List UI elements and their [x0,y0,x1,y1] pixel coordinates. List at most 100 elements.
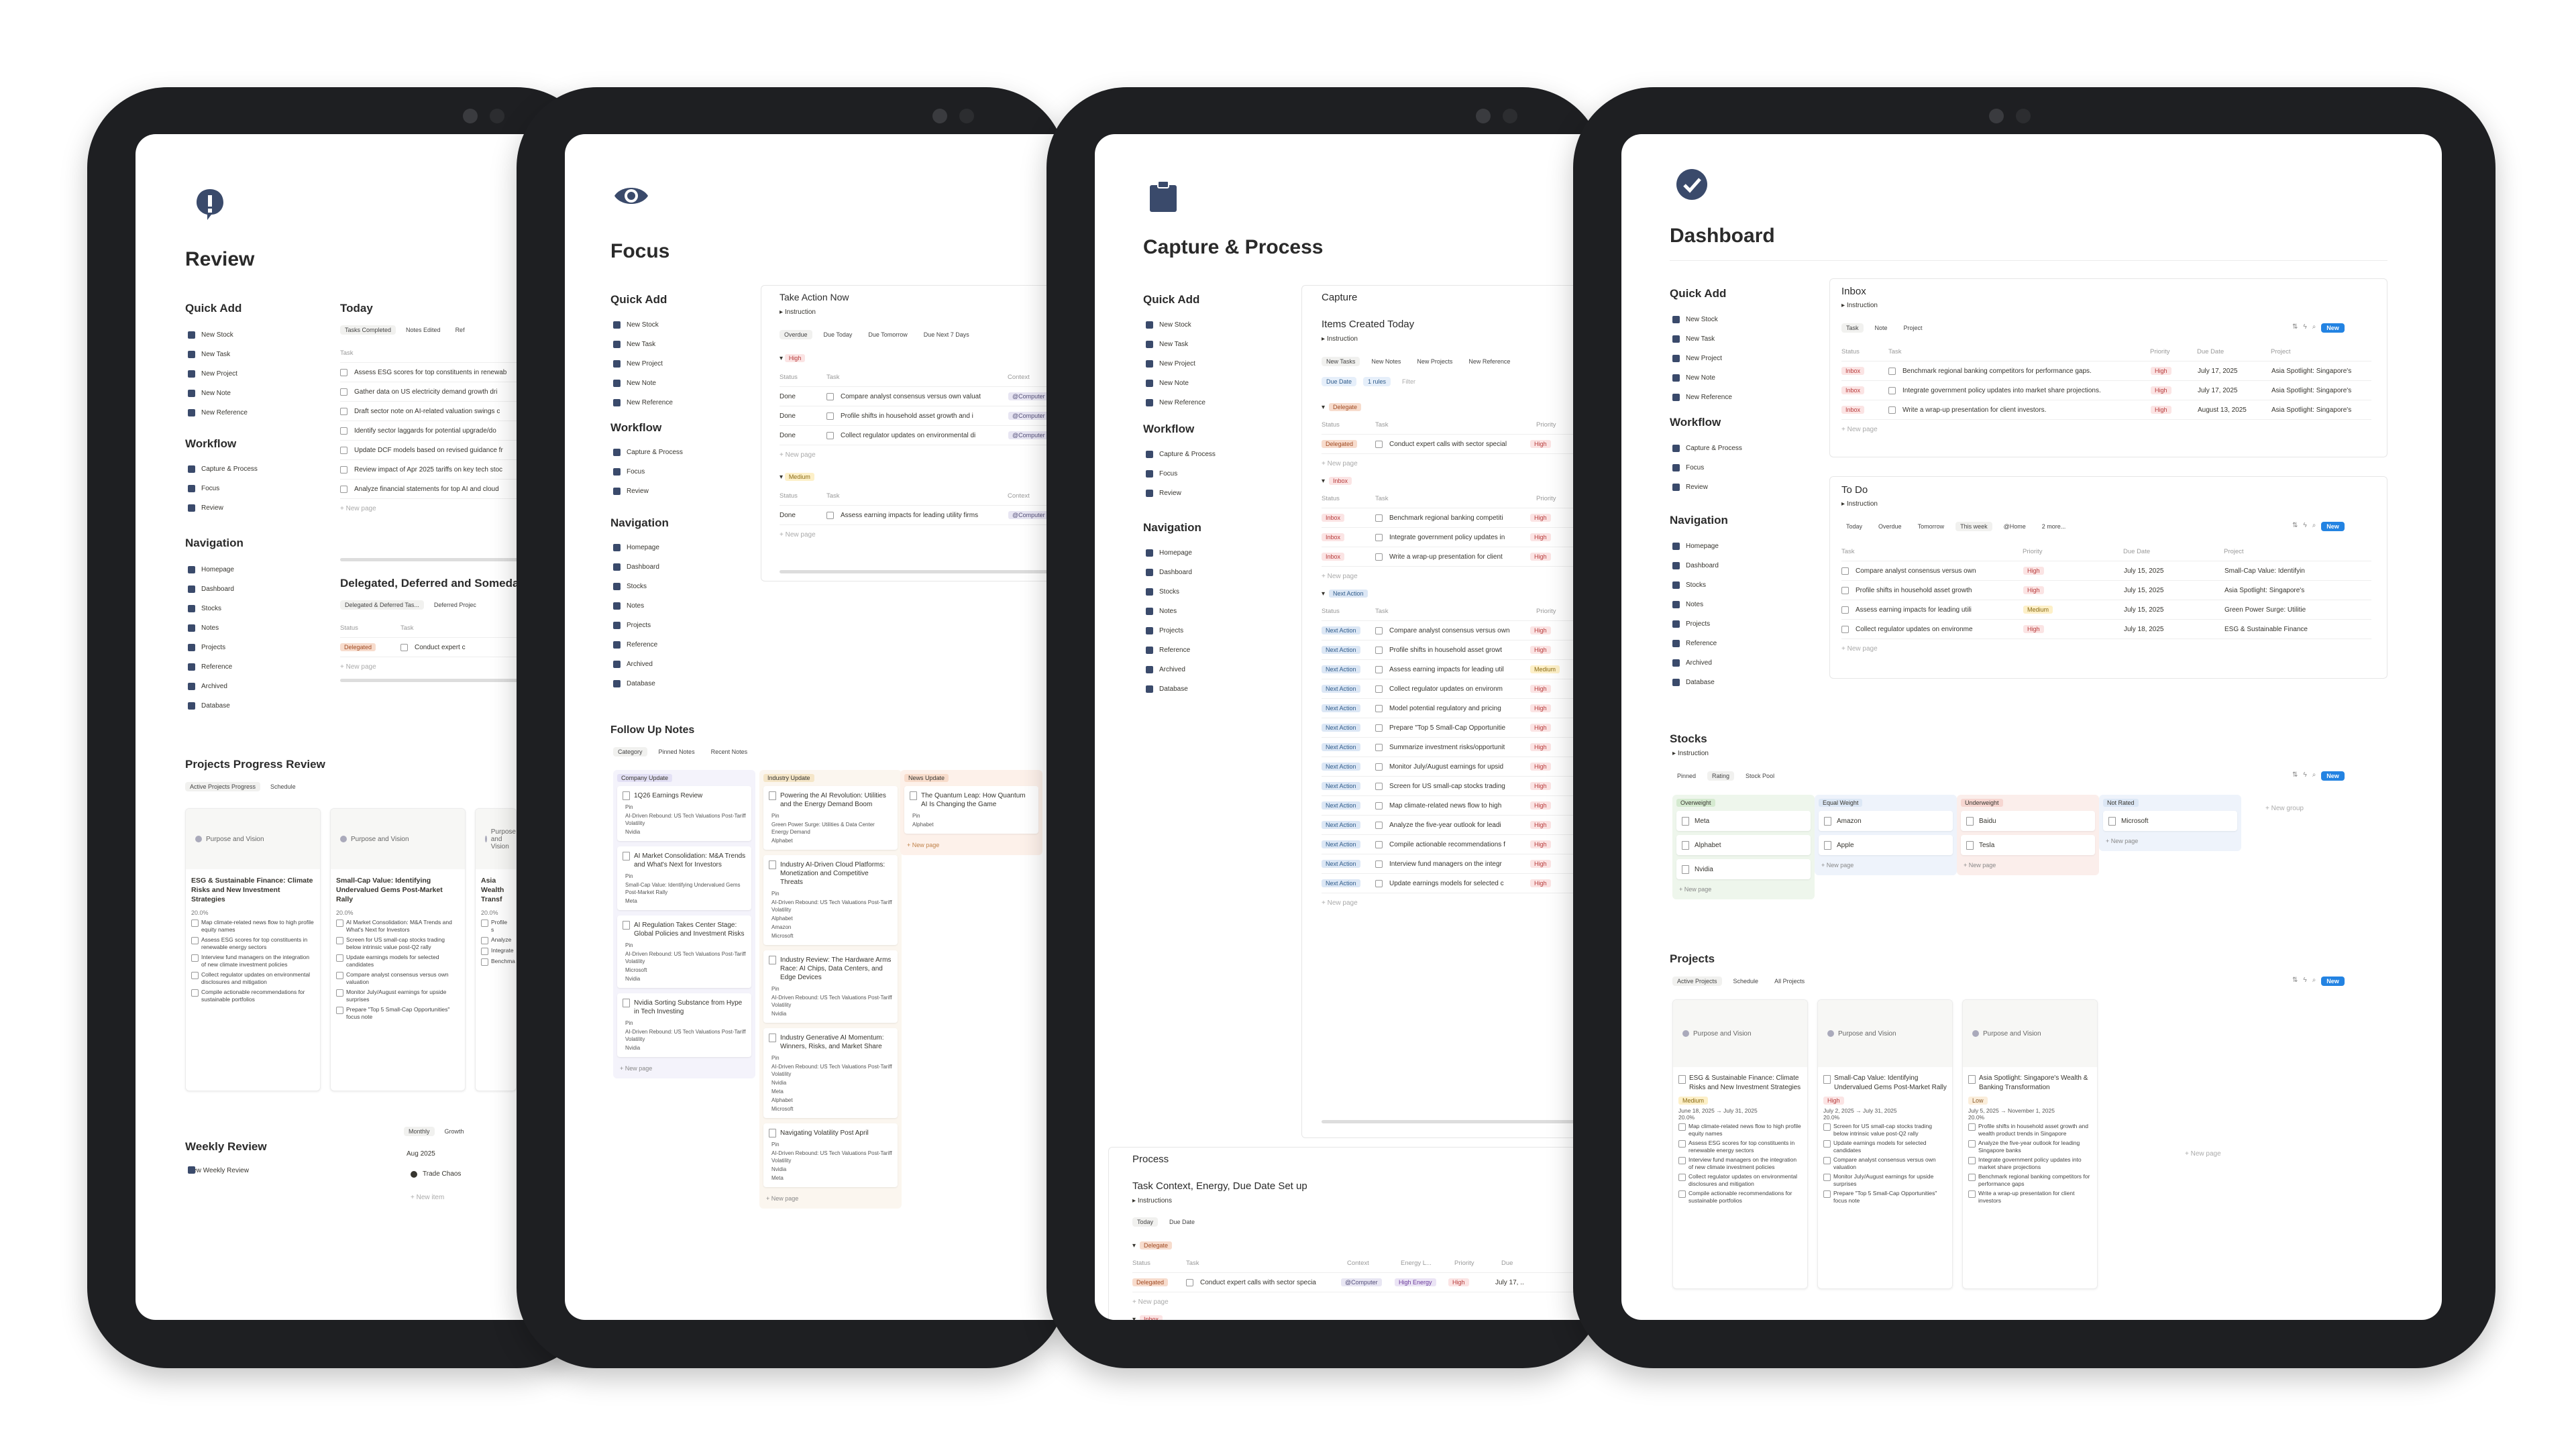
project-card[interactable]: Purpose and Vision ESG & Sustainable Fina… [185,808,321,1091]
project-task[interactable]: Analyze the five-year outlook for leadin… [1968,1139,2092,1154]
checkbox[interactable] [1375,626,1383,634]
checkbox[interactable] [1375,860,1383,868]
tab-stock-pool[interactable]: Stock Pool [1746,773,1775,779]
quick-add-item[interactable]: New Stock [188,325,248,345]
project-name[interactable]: ESG & Sustainable Finance [2224,625,2308,633]
note-card[interactable]: 1Q26 Earnings Review Pin AI-Driven Rebound… [617,786,751,841]
new-page-button[interactable]: + New page [780,531,816,539]
stock-card[interactable]: Microsoft [2103,811,2237,831]
quick-add-item[interactable]: New Project [1146,354,1205,374]
project-task[interactable]: Integrate government policy updates into… [1968,1156,2092,1171]
note-card[interactable]: The Quantum Leap: How Quantum AI Is Chan… [904,786,1038,834]
table-row[interactable]: Inbox Benchmark regional banking competit… [1322,508,1603,528]
project-task[interactable]: Compile actionable recommendations for s… [1678,1190,1802,1205]
checkbox[interactable] [1375,514,1383,522]
lightning-icon[interactable]: ϟ [2303,323,2307,331]
checkbox[interactable] [191,937,199,944]
stock-card[interactable]: Baidu [1961,811,2095,831]
table-row[interactable]: Delegated Conduct expert c [340,638,541,657]
new-page-button[interactable]: + New page [340,504,376,512]
quick-add-item[interactable]: New Project [188,364,248,384]
tab-tomorrow[interactable]: Tomorrow [1917,523,1945,530]
table-row[interactable]: Next Action Map climate-related news flow… [1322,796,1603,816]
checkbox[interactable] [1678,1157,1686,1164]
search-icon[interactable]: ⌕ [2312,323,2316,331]
new-page-button[interactable]: + New page [620,1065,653,1072]
nav-item[interactable]: Projects [613,616,659,635]
note-card[interactable]: Nvidia Sorting Substance from Hype in Te… [617,993,751,1057]
checkbox[interactable] [1375,646,1383,654]
checkbox[interactable] [826,412,834,420]
project-task[interactable]: Profile shifts in household asset growth… [1968,1123,2092,1137]
new-weekly-review-button[interactable]: New Weekly Review [188,1166,249,1174]
tab-new-reference[interactable]: New Reference [1468,358,1511,365]
checkbox[interactable] [1968,1123,1976,1131]
note-card[interactable]: Navigating Volatility Post April Pin AI-Dr… [763,1123,898,1187]
checkbox[interactable] [336,954,343,962]
project-card[interactable]: Purpose and Vision Small-Cap Value: Ident… [1817,999,1953,1289]
group-label[interactable]: ▾ Next Action [1322,586,1603,602]
nav-item[interactable]: Database [1672,673,1719,692]
tab-due-next-7[interactable]: Due Next 7 Days [923,331,969,338]
project-task[interactable]: Monitor July/August earnings for upside … [336,989,460,1003]
tab-tasks-completed[interactable]: Tasks Completed [340,325,396,335]
table-row[interactable]: Delegated Conduct expert calls with secto… [1132,1273,1602,1292]
instruction-toggle[interactable]: ▸ Instruction [1672,750,1709,757]
weekly-item[interactable]: Trade Chaos [411,1170,461,1178]
tab-recent-notes[interactable]: Recent Notes [710,748,748,755]
nav-item[interactable]: Reference [613,635,659,655]
checkbox[interactable] [336,989,343,997]
table-row[interactable]: Analyze financial statements for top AI … [340,480,541,499]
workflow-item[interactable]: Focus [1672,458,1742,478]
new-page-button[interactable]: + New page [1841,425,1878,433]
tab-task[interactable]: Task [1841,323,1864,333]
checkbox[interactable] [191,972,199,979]
lightning-icon[interactable]: ϟ [2303,771,2307,779]
tab-project[interactable]: Project [1903,325,1923,331]
project-task[interactable]: Collect regulator updates on environment… [1678,1173,1802,1188]
table-row[interactable]: Inbox Integrate government policy updates… [1841,381,2371,400]
project-task[interactable]: Benchma [481,958,515,966]
new-page-button[interactable]: + New page [2106,838,2139,844]
new-page-button[interactable]: + New page [1132,1298,1169,1306]
quick-add-item[interactable]: New Note [613,374,673,393]
nav-item[interactable]: Stocks [1146,582,1192,602]
filter-icon[interactable]: ⇅ [2292,977,2298,984]
tab-monthly[interactable]: Monthly [404,1127,435,1136]
new-item-button[interactable]: + New item [411,1194,445,1201]
new-page-button[interactable]: + New page [340,663,376,671]
note-card[interactable]: AI Market Consolidation: M&A Trends and … [617,846,751,910]
quick-add-item[interactable]: New Stock [1146,315,1205,335]
workflow-item[interactable]: Review [613,482,683,501]
note-card[interactable]: Industry Generative AI Momentum: Winners… [763,1028,898,1118]
checkbox[interactable] [1375,782,1383,790]
scrollbar[interactable] [780,570,1067,573]
table-row[interactable]: Next Action Summarize investment risks/op… [1322,738,1603,757]
checkbox[interactable] [1968,1157,1976,1164]
quick-add-item[interactable]: New Reference [188,403,248,423]
nav-item[interactable]: Dashboard [188,579,234,599]
quick-add-item[interactable]: New Reference [1146,393,1205,412]
note-card[interactable]: Industry Review: The Hardware Arms Race:… [763,950,898,1023]
nav-item[interactable]: Notes [1146,602,1192,621]
nav-item[interactable]: Stocks [613,577,659,596]
workflow-item[interactable]: Review [1672,478,1742,497]
new-group-button[interactable]: + New group [2265,805,2304,812]
checkbox[interactable] [1678,1140,1686,1148]
filter-icon[interactable]: ⇅ [2292,323,2298,331]
checkbox[interactable] [1823,1174,1831,1181]
table-row[interactable]: Assess earning impacts for leading utili… [1841,600,2371,620]
tab-notes-edited[interactable]: Notes Edited [406,327,441,333]
checkbox[interactable] [400,643,408,651]
new-page-button[interactable]: + New page [1841,645,1878,653]
checkbox[interactable] [1375,801,1383,810]
checkbox[interactable] [336,920,343,927]
tab-growth[interactable]: Growth [444,1128,464,1135]
lightning-icon[interactable]: ϟ [2303,977,2307,984]
workflow-item[interactable]: Capture & Process [1146,445,1216,464]
checkbox[interactable] [336,972,343,979]
nav-item[interactable]: Archived [188,677,234,696]
table-row[interactable]: Inbox Write a wrap-up presentation for cl… [1841,400,2371,420]
checkbox[interactable] [1375,704,1383,712]
checkbox[interactable] [1888,406,1896,414]
